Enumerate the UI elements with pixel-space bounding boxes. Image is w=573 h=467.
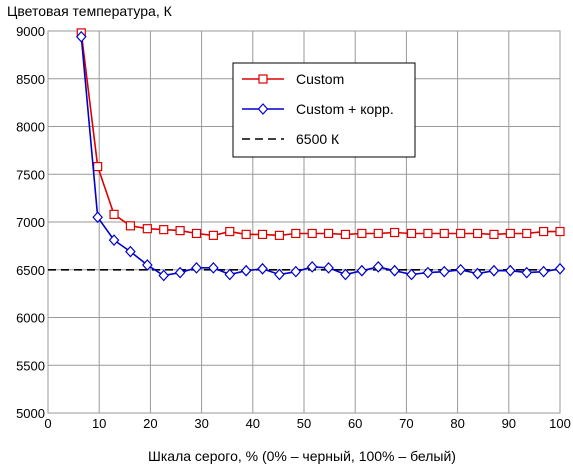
y-axis-label: Цветовая температура, К xyxy=(7,3,173,19)
data-point xyxy=(75,30,87,43)
data-point xyxy=(554,262,566,275)
y-tick-label: 5000 xyxy=(16,406,45,421)
data-point xyxy=(505,264,516,277)
data-point xyxy=(521,266,533,279)
data-point xyxy=(93,162,103,172)
legend-swatch-marker xyxy=(257,103,269,115)
data-point xyxy=(456,228,466,239)
data-point xyxy=(158,269,170,282)
data-point xyxy=(175,225,185,236)
data-point xyxy=(174,266,186,279)
data-point xyxy=(224,268,236,281)
y-tick-label: 8500 xyxy=(16,72,45,87)
data-point xyxy=(357,228,367,239)
y-tick-label: 7500 xyxy=(16,167,45,182)
x-tick-label: 20 xyxy=(143,416,157,431)
data-point xyxy=(92,211,103,224)
data-point xyxy=(109,209,119,219)
data-point xyxy=(142,224,152,234)
series-1 xyxy=(75,30,566,282)
series-layer xyxy=(48,28,566,282)
data-point xyxy=(539,226,549,237)
data-point xyxy=(488,264,500,277)
data-point xyxy=(356,264,368,277)
data-point xyxy=(423,228,433,239)
data-point xyxy=(291,228,301,239)
data-point xyxy=(306,260,318,273)
y-tick-label: 7000 xyxy=(16,215,45,230)
data-point xyxy=(125,245,136,258)
data-point xyxy=(373,228,383,239)
data-point xyxy=(323,261,334,274)
data-point xyxy=(406,268,417,281)
data-point xyxy=(489,229,499,240)
data-point xyxy=(389,264,400,277)
data-point xyxy=(307,228,317,239)
data-point xyxy=(290,265,302,278)
y-tick-label: 6000 xyxy=(16,311,45,326)
data-point xyxy=(274,268,285,281)
data-point xyxy=(505,228,515,239)
y-tick-label: 8000 xyxy=(16,120,45,135)
data-point xyxy=(438,265,450,278)
legend-label: Custom xyxy=(296,71,344,87)
data-point xyxy=(372,260,384,273)
data-point xyxy=(340,229,351,240)
data-point xyxy=(159,225,169,235)
data-point xyxy=(439,228,449,239)
y-tick-label: 6500 xyxy=(16,263,45,278)
x-tick-label: 90 xyxy=(502,416,516,431)
data-point xyxy=(257,229,268,240)
data-point xyxy=(455,263,466,276)
x-tick-label: 30 xyxy=(194,416,208,431)
data-point xyxy=(340,268,351,281)
data-point xyxy=(240,264,252,277)
y-tick-label: 5500 xyxy=(16,358,45,373)
data-point xyxy=(406,228,417,239)
data-point xyxy=(555,226,565,237)
x-tick-label: 0 xyxy=(44,416,51,431)
data-point xyxy=(191,261,202,274)
legend-label: 6500 К xyxy=(296,131,340,147)
data-point xyxy=(108,234,120,247)
x-axis-label: Шкала серого, % (0% – черный, 100% – бел… xyxy=(148,448,456,464)
x-tick-label: 100 xyxy=(549,416,571,431)
x-tick-label: 50 xyxy=(297,416,311,431)
data-point xyxy=(472,267,483,280)
data-point xyxy=(208,230,218,240)
x-tick-labels: 0 10 20 30 40 50 60 70 80 90 100 xyxy=(44,416,570,431)
data-point xyxy=(472,228,483,239)
data-point xyxy=(208,261,219,274)
legend: Custom Custom + корр. 6500 К xyxy=(232,62,416,158)
data-point xyxy=(538,265,549,278)
data-point xyxy=(191,228,202,239)
data-point xyxy=(323,228,334,239)
legend-swatch-marker xyxy=(258,74,268,84)
series-0 xyxy=(76,28,565,240)
data-point xyxy=(125,221,136,231)
x-tick-label: 60 xyxy=(348,416,362,431)
data-point xyxy=(257,262,268,275)
data-point xyxy=(225,226,235,237)
x-tick-label: 10 xyxy=(92,416,106,431)
data-point xyxy=(422,266,434,279)
data-point xyxy=(274,230,285,240)
data-point xyxy=(390,227,400,238)
data-point xyxy=(522,228,532,239)
data-point xyxy=(241,229,251,240)
y-tick-labels: 5000 5500 6000 6500 7000 7500 8000 8500 9000 xyxy=(16,24,45,421)
legend-label: Custom + корр. xyxy=(296,101,394,117)
x-tick-label: 80 xyxy=(450,416,464,431)
x-tick-label: 40 xyxy=(246,416,260,431)
y-tick-label: 9000 xyxy=(16,24,45,39)
data-point xyxy=(142,259,153,271)
x-tick-label: 70 xyxy=(399,416,413,431)
